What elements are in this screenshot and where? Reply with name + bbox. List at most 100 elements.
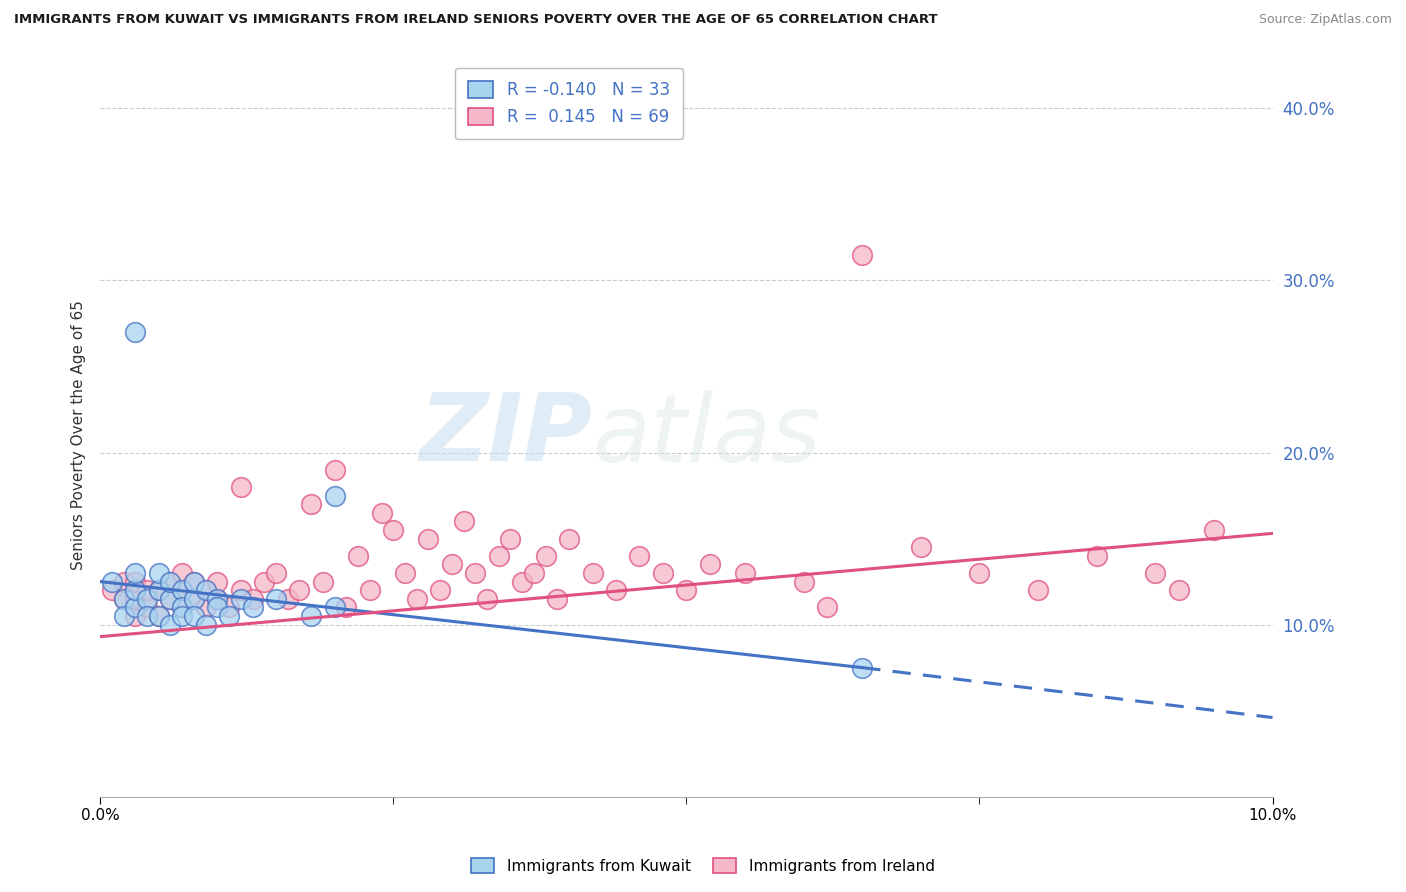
Point [172, 609, 194, 624]
Point [194, 583, 217, 598]
Point [207, 600, 229, 615]
Point [488, 549, 510, 563]
Point [194, 617, 217, 632]
Point [101, 583, 124, 598]
Point [183, 574, 205, 589]
Text: Source: ZipAtlas.com: Source: ZipAtlas.com [1258, 13, 1392, 27]
Point [264, 566, 287, 580]
Point [253, 574, 276, 589]
Point [183, 591, 205, 606]
Point [112, 591, 135, 606]
Text: ZIP: ZIP [419, 389, 592, 482]
Point [299, 497, 322, 511]
Point [969, 566, 991, 580]
Point [172, 583, 194, 598]
Point [581, 566, 603, 580]
Point [207, 574, 229, 589]
Point [910, 540, 932, 554]
Text: atlas: atlas [592, 390, 821, 481]
Point [464, 566, 486, 580]
Point [546, 591, 568, 606]
Point [172, 583, 194, 598]
Point [1085, 549, 1108, 563]
Point [229, 583, 252, 598]
Point [124, 600, 146, 615]
Point [699, 558, 721, 572]
Point [183, 574, 205, 589]
Point [218, 600, 240, 615]
Point [288, 583, 311, 598]
Point [1202, 523, 1225, 537]
Point [359, 583, 381, 598]
Point [229, 480, 252, 494]
Point [418, 532, 440, 546]
Point [605, 583, 627, 598]
Point [124, 574, 146, 589]
Point [172, 566, 194, 580]
Point [148, 609, 170, 624]
Point [534, 549, 557, 563]
Point [229, 591, 252, 606]
Point [207, 591, 229, 606]
Point [124, 591, 146, 606]
Point [136, 583, 159, 598]
Point [394, 566, 416, 580]
Point [675, 583, 697, 598]
Legend: Immigrants from Kuwait, Immigrants from Ireland: Immigrants from Kuwait, Immigrants from … [465, 852, 941, 880]
Point [136, 609, 159, 624]
Point [475, 591, 498, 606]
Point [793, 574, 815, 589]
Point [172, 600, 194, 615]
Point [172, 600, 194, 615]
Point [651, 566, 673, 580]
Point [335, 600, 357, 615]
Text: IMMIGRANTS FROM KUWAIT VS IMMIGRANTS FROM IRELAND SENIORS POVERTY OVER THE AGE O: IMMIGRANTS FROM KUWAIT VS IMMIGRANTS FRO… [14, 13, 938, 27]
Point [101, 574, 124, 589]
Point [382, 523, 405, 537]
Point [429, 583, 451, 598]
Point [148, 566, 170, 580]
Point [347, 549, 370, 563]
Point [112, 574, 135, 589]
Point [1167, 583, 1189, 598]
Point [159, 574, 181, 589]
Point [242, 600, 264, 615]
Point [323, 600, 346, 615]
Point [323, 463, 346, 477]
Point [183, 609, 205, 624]
Point [207, 591, 229, 606]
Y-axis label: Seniors Poverty Over the Age of 65: Seniors Poverty Over the Age of 65 [72, 301, 86, 570]
Point [299, 609, 322, 624]
Point [851, 247, 873, 261]
Point [194, 583, 217, 598]
Point [523, 566, 546, 580]
Point [159, 591, 181, 606]
Point [851, 660, 873, 674]
Point [148, 583, 170, 598]
Point [440, 558, 463, 572]
Point [242, 591, 264, 606]
Point [124, 583, 146, 598]
Point [124, 325, 146, 339]
Point [136, 600, 159, 615]
Point [148, 609, 170, 624]
Point [124, 609, 146, 624]
Point [815, 600, 838, 615]
Point [136, 591, 159, 606]
Point [510, 574, 533, 589]
Point [112, 609, 135, 624]
Point [734, 566, 756, 580]
Point [323, 489, 346, 503]
Point [1026, 583, 1049, 598]
Point [264, 591, 287, 606]
Point [112, 591, 135, 606]
Point [159, 617, 181, 632]
Point [453, 514, 475, 528]
Point [370, 506, 392, 520]
Point [1144, 566, 1167, 580]
Point [148, 583, 170, 598]
Point [159, 591, 181, 606]
Point [124, 566, 146, 580]
Point [194, 600, 217, 615]
Point [558, 532, 581, 546]
